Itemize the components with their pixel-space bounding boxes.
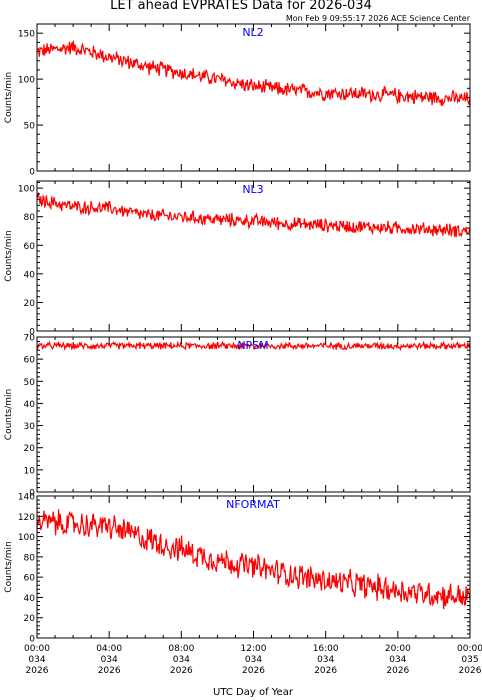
- panel-frame-2: [36, 180, 471, 332]
- x-tick-label-year: 2026: [459, 666, 482, 676]
- y-tick-label: 0: [29, 328, 35, 338]
- timestamp-label: Mon Feb 9 09:55:17 2026 ACE Science Cent…: [286, 14, 471, 23]
- x-tick-label-time: 16:00: [313, 644, 339, 654]
- y-tick-label: 60: [24, 242, 36, 252]
- y-tick-label: 70: [24, 334, 36, 344]
- y-axis-label: Counts/min: [4, 389, 14, 440]
- y-tick-label: 0: [29, 489, 35, 499]
- panel-label-nformat: NFORMAT: [226, 498, 280, 511]
- x-tick-label-time: 08:00: [168, 644, 194, 654]
- x-tick-label-time: 20:00: [385, 644, 411, 654]
- y-tick-label: 120: [18, 513, 35, 523]
- y-tick-label: 40: [24, 594, 36, 604]
- x-tick-label-time: 00:00: [24, 644, 50, 654]
- y-tick-label: 10: [24, 466, 36, 476]
- y-tick-label: 0: [29, 635, 35, 645]
- y-tick-label: 80: [24, 213, 36, 223]
- x-tick-label-year: 2026: [98, 666, 121, 676]
- x-tick-label-doy: 035: [461, 655, 478, 665]
- chart-title: LET ahead EVPRATES Data for 2026-034: [110, 0, 372, 13]
- y-tick-label: 80: [24, 553, 36, 563]
- x-tick-label-year: 2026: [26, 666, 49, 676]
- series-line-nformat: [36, 509, 471, 610]
- y-tick-label: 60: [24, 356, 36, 366]
- y-tick-label: 50: [24, 122, 36, 132]
- x-tick-label-doy: 034: [389, 655, 406, 665]
- panel-label-npsm: NPSM: [237, 339, 268, 352]
- panel-frame-3: [36, 336, 471, 493]
- x-tick-label-time: 04:00: [96, 644, 122, 654]
- panel-label-nl2: NL2: [242, 26, 263, 39]
- y-tick-label: 100: [18, 76, 35, 86]
- y-tick-label: 0: [29, 168, 35, 178]
- y-tick-label: 140: [18, 493, 35, 503]
- y-tick-label: 20: [24, 299, 36, 309]
- x-tick-label-doy: 034: [245, 655, 262, 665]
- x-tick-label-year: 2026: [386, 666, 409, 676]
- x-tick-label-doy: 034: [101, 655, 118, 665]
- y-tick-label: 100: [18, 185, 35, 195]
- x-tick-label-time: 00:00: [457, 644, 482, 654]
- panel-label-nl3: NL3: [242, 183, 263, 196]
- y-tick-label: 60: [24, 574, 36, 584]
- series-line-nl3: [36, 191, 471, 238]
- y-tick-label: 40: [24, 400, 36, 410]
- x-tick-label-year: 2026: [170, 666, 193, 676]
- y-tick-label: 20: [24, 444, 36, 454]
- y-tick-label: 150: [18, 30, 35, 40]
- y-axis-label: Counts/min: [4, 230, 14, 281]
- x-tick-label-time: 12:00: [241, 644, 267, 654]
- y-tick-label: 20: [24, 614, 36, 624]
- y-tick-label: 100: [18, 533, 35, 543]
- x-tick-label-year: 2026: [314, 666, 337, 676]
- x-tick-label-doy: 034: [317, 655, 334, 665]
- x-tick-label-doy: 034: [173, 655, 190, 665]
- x-tick-label-year: 2026: [242, 666, 265, 676]
- y-axis-label: Counts/min: [4, 541, 14, 592]
- y-tick-label: 30: [24, 422, 36, 432]
- series-line-npsm: [36, 340, 471, 352]
- y-tick-label: 50: [24, 378, 36, 388]
- series-line-nl2: [36, 40, 471, 107]
- x-axis-label: UTC Day of Year: [213, 687, 294, 698]
- x-tick-label-doy: 034: [28, 655, 45, 665]
- y-tick-label: 40: [24, 270, 36, 280]
- y-axis-label: Counts/min: [4, 72, 14, 123]
